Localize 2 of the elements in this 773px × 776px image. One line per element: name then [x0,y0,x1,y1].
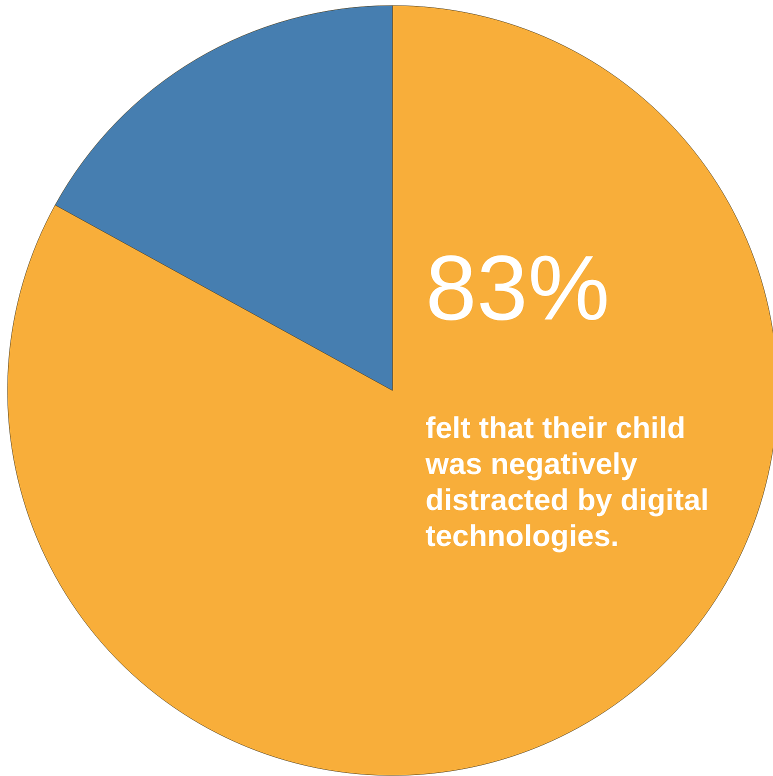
text: felt that their child was negatively distracted by digital technologies. [424,412,709,553]
data-label: 83% [426,238,610,340]
